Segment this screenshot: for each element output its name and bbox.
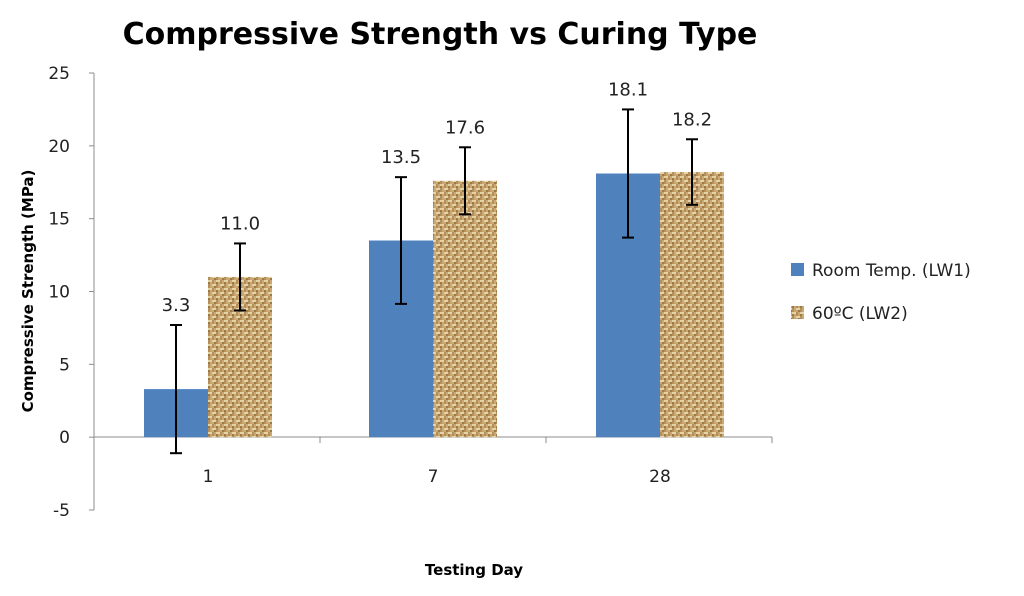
legend-swatch-60c [791,306,804,319]
bar-group [144,172,724,438]
x-axis-title: Testing Day [425,561,523,579]
x-tick-label: 28 [649,467,671,487]
x-tick-group: 1 7 28 [93,437,773,487]
y-tick-label: 0 [59,428,70,448]
data-label: 18.2 [672,109,712,130]
y-axis-title: Compressive Strength (MPa) [19,170,37,413]
y-tick-label: 5 [59,355,70,375]
y-tick-label: 10 [48,283,70,303]
data-label: 3.3 [162,295,191,316]
x-tick-label: 7 [428,467,439,487]
y-tick-label: 25 [48,64,70,84]
legend-swatch-room-temp [791,263,804,276]
data-label: 18.1 [608,79,648,100]
y-tick-label: 20 [48,137,70,157]
y-tick-group: -5 0 5 10 15 20 25 [48,64,94,521]
legend: Room Temp. (LW1) 60ºC (LW2) [791,261,971,324]
y-tick-label: 15 [48,210,70,230]
legend-label-room-temp: Room Temp. (LW1) [812,261,971,281]
bar [433,180,497,438]
data-label: 17.6 [445,117,485,138]
legend-label-60c: 60ºC (LW2) [812,304,908,324]
y-tick-label: -5 [53,501,70,521]
data-label: 13.5 [381,147,421,168]
error-bar-group [170,108,698,455]
data-label-group: 3.3 13.5 18.1 11.0 17.6 18.2 [162,79,712,316]
data-label: 11.0 [220,213,260,234]
chart-title: Compressive Strength vs Curing Type [123,17,758,52]
bar [660,172,724,438]
x-tick-label: 1 [203,467,214,487]
